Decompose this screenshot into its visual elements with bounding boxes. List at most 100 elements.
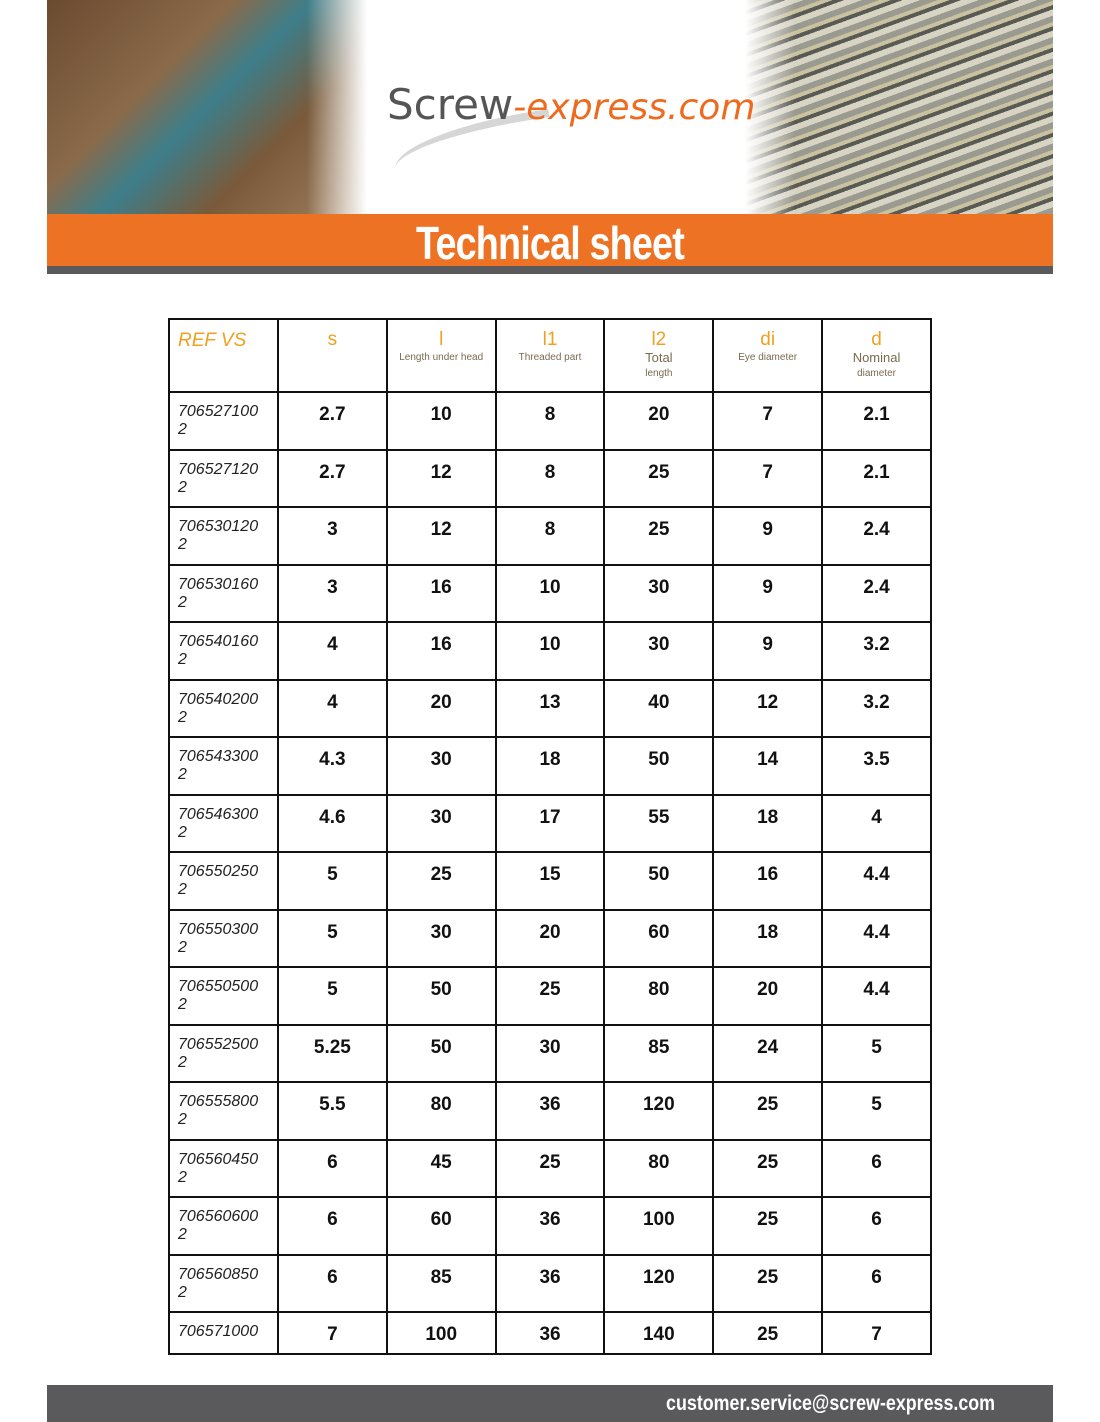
ref-cell: 706560850 2	[168, 1253, 279, 1313]
value-cell: 5	[276, 908, 388, 968]
column-header: l2 Total length	[603, 318, 715, 393]
value-cell: 30	[385, 908, 497, 968]
value-cell: 45	[385, 1138, 497, 1198]
tools-photo	[47, 0, 367, 214]
ref-cell: 706550300 2	[168, 908, 279, 968]
value-cell: 5	[821, 1081, 932, 1141]
table-row: 706571000 7 100 36 140 25 7	[168, 1311, 932, 1355]
value-cell: 3	[276, 506, 388, 566]
value-cell: 8	[494, 448, 606, 508]
value-cell: 15	[494, 851, 606, 911]
value-cell: 4.3	[276, 736, 388, 796]
column-symbol: l1	[542, 329, 558, 350]
ref-cell: 706527100 2	[168, 391, 279, 451]
value-cell: 12	[385, 506, 497, 566]
table-row: 706560600 2 6 60 36 100 25 6	[168, 1196, 932, 1256]
value-cell: 17	[494, 793, 606, 853]
logo-accent: -express.com	[513, 87, 756, 128]
page-title: Technical sheet	[416, 217, 685, 269]
column-header: l1 Threaded part	[494, 318, 606, 393]
value-cell: 6	[276, 1196, 388, 1256]
value-cell: 50	[385, 966, 497, 1026]
value-cell: 30	[603, 563, 715, 623]
table-row: 706550250 2 5 25 15 50 16 4.4	[168, 851, 932, 911]
value-cell: 4	[821, 793, 932, 853]
value-cell: 36	[494, 1081, 606, 1141]
value-cell: 9	[712, 563, 824, 623]
value-cell: 16	[385, 563, 497, 623]
value-cell: 25	[603, 506, 715, 566]
value-cell: 7	[821, 1311, 932, 1355]
ref-cell: 706530120 2	[168, 506, 279, 566]
ref-cell: 706555800 2	[168, 1081, 279, 1141]
value-cell: 4	[276, 621, 388, 681]
value-cell: 6	[821, 1196, 932, 1256]
table-row: 706560450 2 6 45 25 80 25 6	[168, 1138, 932, 1198]
value-cell: 30	[603, 621, 715, 681]
value-cell: 10	[494, 621, 606, 681]
table-row: 706546300 2 4.6 30 17 55 18 4	[168, 793, 932, 853]
value-cell: 80	[603, 966, 715, 1026]
value-cell: 20	[494, 908, 606, 968]
column-symbol: di	[760, 329, 776, 350]
value-cell: 50	[603, 736, 715, 796]
value-cell: 24	[712, 1023, 824, 1083]
contact-email[interactable]: customer.service@screw-express.com	[666, 1392, 995, 1415]
ref-cell: 706550250 2	[168, 851, 279, 911]
logo: Screw-express.com	[387, 80, 755, 129]
column-symbol: s	[327, 329, 338, 350]
ref-cell: 706540200 2	[168, 678, 279, 738]
value-cell: 6	[821, 1138, 932, 1198]
title-band: Technical sheet	[47, 214, 1053, 269]
value-cell: 36	[494, 1196, 606, 1256]
value-cell: 3.2	[821, 678, 932, 738]
table-row: 706530120 2 3 12 8 25 9 2.4	[168, 506, 932, 566]
ref-cell: 706540160 2	[168, 621, 279, 681]
value-cell: 18	[712, 793, 824, 853]
value-cell: 20	[603, 391, 715, 451]
value-cell: 50	[385, 1023, 497, 1083]
value-cell: 120	[603, 1081, 715, 1141]
column-header: di Eye diameter	[712, 318, 824, 393]
column-desc: length	[645, 368, 673, 379]
value-cell: 6	[821, 1253, 932, 1313]
value-cell: 55	[603, 793, 715, 853]
value-cell: 50	[603, 851, 715, 911]
ref-cell: 706560600 2	[168, 1196, 279, 1256]
value-cell: 7	[276, 1311, 388, 1355]
value-cell: 20	[385, 678, 497, 738]
value-cell: 25	[712, 1081, 824, 1141]
value-cell: 30	[385, 736, 497, 796]
table-row: 706552500 2 5.25 50 30 85 24 5	[168, 1023, 932, 1083]
ref-cell: 706550500 2	[168, 966, 279, 1026]
table-row: 706550500 2 5 50 25 80 20 4.4	[168, 966, 932, 1026]
table-row: 706560850 2 6 85 36 120 25 6	[168, 1253, 932, 1313]
table-row: 706540160 2 4 16 10 30 9 3.2	[168, 621, 932, 681]
divider	[47, 266, 1053, 274]
value-cell: 2.1	[821, 391, 932, 451]
value-cell: 85	[603, 1023, 715, 1083]
value-cell: 3	[276, 563, 388, 623]
value-cell: 25	[712, 1311, 824, 1355]
value-cell: 25	[603, 448, 715, 508]
value-cell: 30	[494, 1023, 606, 1083]
ref-cell: 706552500 2	[168, 1023, 279, 1083]
value-cell: 5.5	[276, 1081, 388, 1141]
column-desc: Total	[645, 350, 673, 365]
column-header: d Nominal diameter	[821, 318, 932, 393]
value-cell: 16	[385, 621, 497, 681]
value-cell: 36	[494, 1253, 606, 1313]
value-cell: 7	[712, 391, 824, 451]
value-cell: 100	[385, 1311, 497, 1355]
value-cell: 2.1	[821, 448, 932, 508]
ref-cell: 706527120 2	[168, 448, 279, 508]
value-cell: 4.4	[821, 908, 932, 968]
value-cell: 9	[712, 621, 824, 681]
column-desc: Eye diameter	[738, 352, 798, 363]
logo-main: Screw	[387, 80, 514, 129]
column-desc: Nominal	[852, 350, 901, 365]
value-cell: 20	[712, 966, 824, 1026]
table-row: 706530160 2 3 16 10 30 9 2.4	[168, 563, 932, 623]
value-cell: 2.4	[821, 506, 932, 566]
value-cell: 60	[385, 1196, 497, 1256]
